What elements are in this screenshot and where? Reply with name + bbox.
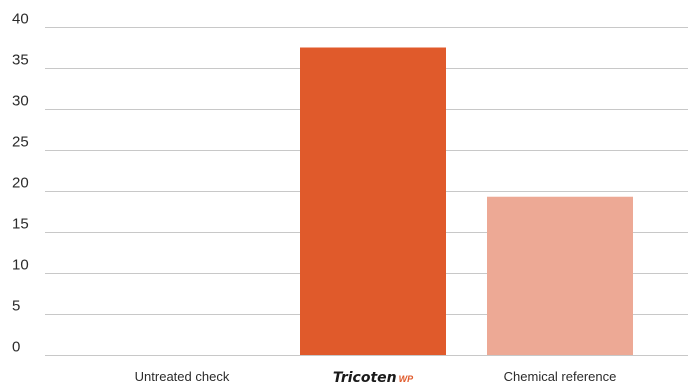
category-label-untreated-check: Untreated check: [135, 369, 230, 384]
bar-tricoten-wp: [300, 47, 446, 355]
brand-logo-tricoten: Tricoten WP: [333, 370, 414, 386]
y-tick-label-35: 35: [12, 52, 29, 69]
brand-logo-suffix: WP: [399, 374, 414, 384]
y-tick-label-10: 10: [12, 257, 29, 274]
brand-logo-main: Tricoten: [333, 370, 397, 386]
y-tick-label-0: 0: [12, 339, 20, 356]
y-tick-label-20: 20: [12, 175, 29, 192]
category-label-chemical-reference: Chemical reference: [504, 369, 617, 384]
y-tick-label-40: 40: [12, 11, 29, 28]
y-tick-label-25: 25: [12, 134, 29, 151]
bar-chemical-reference: [487, 196, 633, 355]
y-tick-label-15: 15: [12, 216, 29, 233]
y-axis-ticks: 0 5 10 15 20 25 30 35 40: [12, 11, 29, 356]
x-axis-labels: Untreated check Tricoten WP Chemical refe…: [135, 369, 617, 386]
bars: [300, 47, 633, 355]
y-tick-label-30: 30: [12, 93, 29, 110]
y-tick-label-5: 5: [12, 298, 20, 315]
